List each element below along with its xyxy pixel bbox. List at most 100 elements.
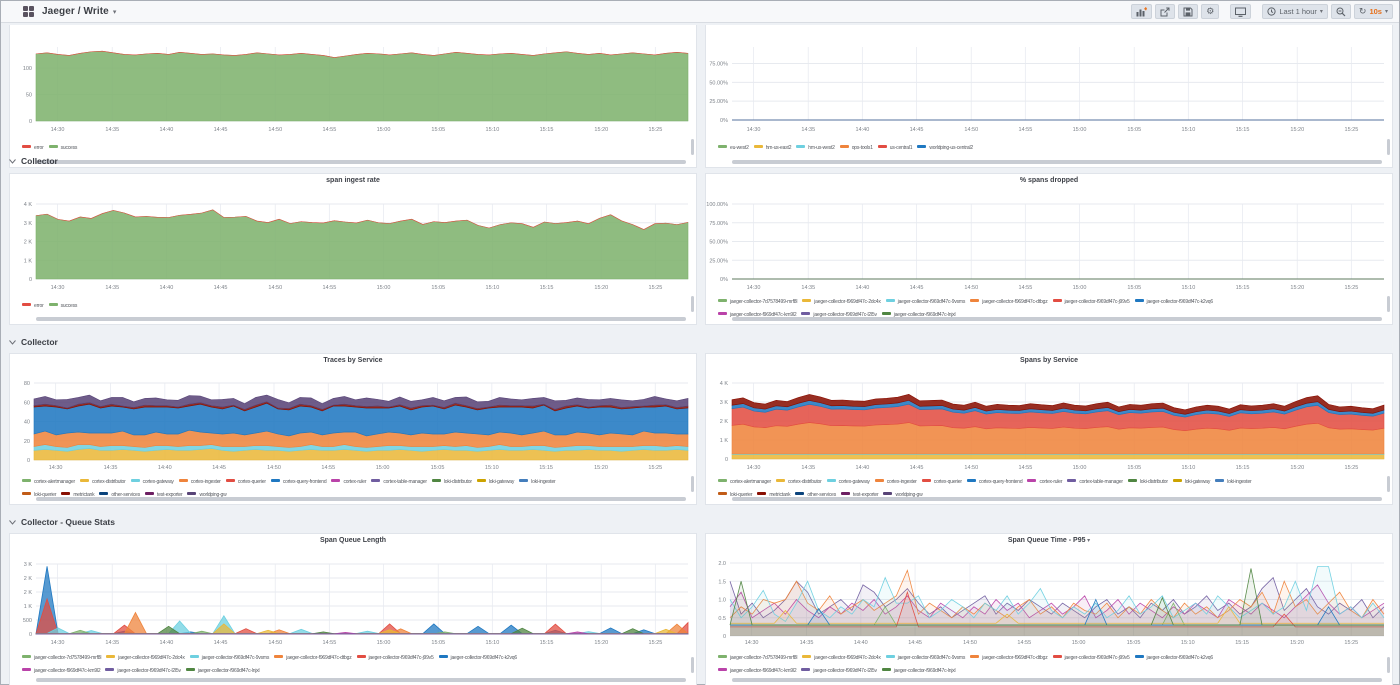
legend-item[interactable]: jaeger-collector-f969df47c-j99v5 xyxy=(1052,299,1130,305)
legend-item[interactable]: cortex-alertmanager xyxy=(22,479,75,485)
legend-item[interactable]: cortex-query-frontend xyxy=(270,479,327,485)
chart-spans-by-service[interactable]: 14:30 14:35 14:40 14:45 14:50 14:55 15:00 15:05… xyxy=(706,376,1392,472)
panel-horizontal-scrollbar[interactable] xyxy=(36,678,686,682)
legend-item[interactable]: jaeger-collector-7d7578499-mrf8l xyxy=(22,655,101,661)
legend-item[interactable]: hm-us-east2 xyxy=(753,145,791,151)
panel-horizontal-scrollbar[interactable] xyxy=(36,317,686,321)
panel-vertical-scrollbar[interactable] xyxy=(1387,139,1390,155)
legend-item[interactable]: ops-tools1 xyxy=(839,145,873,151)
save-dashboard-button[interactable] xyxy=(1178,4,1199,19)
chart-span-ingest-rate[interactable]: 14:30 14:35 14:40 14:45 14:50 14:55 15:00 15:05… xyxy=(10,196,696,292)
chart-traces-by-service[interactable]: 14:30 14:35 14:40 14:45 14:50 14:55 15:00 15:05… xyxy=(10,376,696,472)
panel-horizontal-scrollbar[interactable] xyxy=(732,678,1382,682)
legend-item[interactable]: loki-ingester xyxy=(1215,479,1252,485)
add-panel-button[interactable] xyxy=(1131,4,1153,19)
panel-horizontal-scrollbar[interactable] xyxy=(732,160,1382,164)
legend-item[interactable]: eu-west2 xyxy=(718,145,749,151)
panel-title[interactable]: Span Queue Time - P95 ▾ xyxy=(1007,537,1091,544)
tv-mode-button[interactable] xyxy=(1230,4,1252,19)
legend-item[interactable]: cortex-distributor xyxy=(79,479,126,485)
legend-item[interactable]: jaeger-collector-f969df47c-l2l5v xyxy=(801,668,877,674)
legend-item[interactable]: cortex-distributor xyxy=(775,479,822,485)
legend-item[interactable]: jaeger-collector-f969df47c-dtbgz xyxy=(970,655,1048,661)
legend-item[interactable]: jaeger-collector-f969df47c-k2vq6 xyxy=(438,655,517,661)
legend-item[interactable]: loki-gateway xyxy=(476,479,514,485)
legend-item[interactable]: cortex-ruler xyxy=(331,479,367,485)
legend-item[interactable]: metrictank xyxy=(61,492,95,498)
chart-writes-by-region[interactable]: 14:30 14:35 14:40 14:45 14:50 14:55 15:00 15:05… xyxy=(706,47,1392,135)
dashboard-settings-button[interactable]: ⚙ xyxy=(1201,4,1220,19)
legend-item[interactable]: jaeger-collector-f969df47c-9vsms xyxy=(885,299,965,305)
legend-item[interactable]: metrictank xyxy=(757,492,791,498)
section-collector-2[interactable]: Collector xyxy=(9,334,58,350)
panel-vertical-scrollbar[interactable] xyxy=(691,296,694,312)
legend-item[interactable]: jaeger-collector-f969df47c-dtbgz xyxy=(970,299,1048,305)
legend-item[interactable]: loki-distributor xyxy=(431,479,472,485)
legend-item[interactable]: loki-querier xyxy=(718,492,753,498)
legend-item[interactable]: jaeger-collector-f969df47c-k2vq6 xyxy=(1134,655,1213,661)
legend-item[interactable]: error xyxy=(22,303,44,309)
section-collector-queue-stats[interactable]: Collector - Queue Stats xyxy=(9,514,115,530)
panel-vertical-scrollbar[interactable] xyxy=(691,657,694,673)
panel-title[interactable]: Spans by Service xyxy=(1020,357,1078,364)
legend-item[interactable]: jaeger-collector-f969df47c-lnjxl xyxy=(185,668,260,674)
share-button[interactable] xyxy=(1155,4,1176,19)
panel-vertical-scrollbar[interactable] xyxy=(691,139,694,155)
legend-item[interactable]: test-exporter xyxy=(145,492,183,498)
legend-item[interactable]: cortex-gateway xyxy=(826,479,870,485)
legend-item[interactable]: cortex-table-manager xyxy=(1067,479,1123,485)
chart-writes[interactable]: 14:30 14:35 14:40 14:45 14:50 14:55 15:00 15:05… xyxy=(10,47,696,135)
panel-title[interactable]: span ingest rate xyxy=(326,177,380,184)
legend-item[interactable]: loki-gateway xyxy=(1172,479,1210,485)
legend-item[interactable]: success xyxy=(48,303,77,309)
legend-item[interactable]: success xyxy=(48,145,77,151)
section-collector-1[interactable]: Collector xyxy=(9,153,58,169)
legend-item[interactable]: jaeger-collector-f969df47c-2dc4x xyxy=(802,299,881,305)
legend-item[interactable]: cortex-query-frontend xyxy=(966,479,1023,485)
legend-item[interactable]: jaeger-collector-f969df47c-9vsms xyxy=(885,655,965,661)
legend-item[interactable]: us-central1 xyxy=(877,145,913,151)
legend-item[interactable]: worldping-us-central2 xyxy=(917,145,973,151)
legend-item[interactable]: jaeger-collector-f969df47c-km9l2 xyxy=(718,312,797,318)
legend-item[interactable]: jaeger-collector-f969df47c-km9l2 xyxy=(22,668,101,674)
panel-title[interactable]: Traces by Service xyxy=(323,357,383,364)
legend-item[interactable]: cortex-table-manager xyxy=(371,479,427,485)
legend-item[interactable]: jaeger-collector-f969df47c-j99v5 xyxy=(1052,655,1130,661)
legend-item[interactable]: jaeger-collector-f969df47c-l2l5v xyxy=(801,312,877,318)
legend-item[interactable]: jaeger-collector-f969df47c-k2vq6 xyxy=(1134,299,1213,305)
legend-item[interactable]: cortex-ruler xyxy=(1027,479,1063,485)
legend-item[interactable]: cortex-ingester xyxy=(874,479,917,485)
panel-vertical-scrollbar[interactable] xyxy=(1387,657,1390,673)
panel-horizontal-scrollbar[interactable] xyxy=(732,317,1382,321)
panel-title[interactable]: % spans dropped xyxy=(1019,177,1079,184)
legend-item[interactable]: jaeger-collector-f969df47c-2dc4x xyxy=(802,655,881,661)
legend-item[interactable]: worldping-gw xyxy=(187,492,227,498)
legend-item[interactable]: jaeger-collector-f969df47c-lnjxl xyxy=(881,312,956,318)
legend-item[interactable]: cortex-gateway xyxy=(130,479,174,485)
panel-vertical-scrollbar[interactable] xyxy=(1387,476,1390,492)
legend-item[interactable]: jaeger-collector-f969df47c-km9l2 xyxy=(718,668,797,674)
panel-horizontal-scrollbar[interactable] xyxy=(36,497,686,501)
legend-item[interactable]: jaeger-collector-f969df47c-j99v5 xyxy=(356,655,434,661)
legend-item[interactable]: cortex-querier xyxy=(225,479,266,485)
legend-item[interactable]: loki-ingester xyxy=(519,479,556,485)
panel-horizontal-scrollbar[interactable] xyxy=(732,497,1382,501)
panel-title[interactable]: Span Queue Length xyxy=(319,537,387,544)
legend-item[interactable]: jaeger-collector-f969df47c-lnjxl xyxy=(881,668,956,674)
legend-item[interactable]: loki-distributor xyxy=(1127,479,1168,485)
panel-vertical-scrollbar[interactable] xyxy=(1387,296,1390,312)
dashboard-title[interactable]: Jaeger / Write xyxy=(42,6,109,17)
chart-span-queue-time-p95[interactable]: 14:30 14:35 14:40 14:45 14:50 14:55 15:00 15:05… xyxy=(706,556,1392,646)
legend-item[interactable]: jaeger-collector-f969df47c-2dc4x xyxy=(106,655,185,661)
refresh-picker[interactable]: ↻ 10s ▾ xyxy=(1353,4,1393,19)
legend-item[interactable]: jaeger-collector-7d7578499-mrf8l xyxy=(718,299,797,305)
dashboards-grid-icon[interactable] xyxy=(23,6,34,17)
legend-item[interactable]: worldping-gw xyxy=(883,492,923,498)
legend-item[interactable]: cortex-querier xyxy=(921,479,962,485)
legend-item[interactable]: cortex-ingester xyxy=(178,479,221,485)
chart-span-queue-length[interactable]: 14:30 14:35 14:40 14:45 14:50 14:55 15:00 15:05… xyxy=(10,556,696,646)
legend-item[interactable]: loki-querier xyxy=(22,492,57,498)
legend-item[interactable]: jaeger-collector-f969df47c-9vsms xyxy=(189,655,269,661)
panel-horizontal-scrollbar[interactable] xyxy=(36,160,686,164)
legend-item[interactable]: error xyxy=(22,145,44,151)
